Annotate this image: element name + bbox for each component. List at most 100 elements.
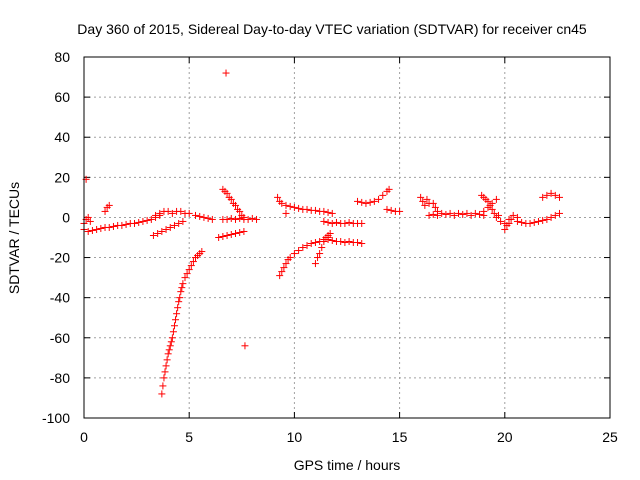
data-point xyxy=(362,199,370,207)
data-point xyxy=(467,211,475,219)
chart-title: Day 360 of 2015, Sidereal Day-to-day VTE… xyxy=(77,21,587,37)
data-point xyxy=(438,209,446,217)
data-point xyxy=(163,356,171,364)
data-point xyxy=(173,310,181,318)
data-point xyxy=(311,260,319,268)
data-point xyxy=(539,216,547,224)
data-point xyxy=(505,219,513,227)
data-point xyxy=(429,199,437,207)
data-point xyxy=(227,214,235,222)
y-tick-label: 20 xyxy=(54,169,70,185)
data-point xyxy=(164,207,172,215)
data-point xyxy=(170,221,178,229)
data-point xyxy=(200,213,208,221)
data-point xyxy=(97,224,105,232)
data-point xyxy=(223,231,231,239)
data-point xyxy=(274,193,282,201)
data-point xyxy=(320,217,328,225)
data-point xyxy=(168,209,176,217)
y-tick-label: 40 xyxy=(54,129,70,145)
data-point xyxy=(324,218,332,226)
data-point xyxy=(324,208,332,216)
data-point xyxy=(227,230,235,238)
data-point xyxy=(177,207,185,215)
grid xyxy=(84,57,610,418)
data-point xyxy=(236,207,244,215)
data-point xyxy=(223,215,231,223)
data-point xyxy=(159,382,167,390)
data-point xyxy=(122,220,130,228)
data-point xyxy=(551,191,559,199)
data-points xyxy=(80,69,564,398)
data-point xyxy=(154,229,162,237)
data-point xyxy=(332,218,340,226)
data-point xyxy=(231,229,239,237)
y-tick-label: -100 xyxy=(42,410,70,426)
data-point xyxy=(278,268,286,276)
data-point xyxy=(227,195,235,203)
data-point xyxy=(175,298,183,306)
data-point xyxy=(253,215,261,223)
data-point xyxy=(450,211,458,219)
data-point xyxy=(156,209,164,217)
x-tick-label: 20 xyxy=(497,429,513,445)
data-point xyxy=(488,205,496,213)
data-point xyxy=(174,304,182,312)
x-tick-label: 25 xyxy=(602,429,618,445)
data-point xyxy=(316,250,324,258)
data-point xyxy=(494,211,502,219)
data-point xyxy=(328,237,336,245)
data-point xyxy=(236,228,244,236)
data-point xyxy=(490,209,498,217)
data-point xyxy=(375,195,383,203)
data-point xyxy=(539,193,547,201)
data-point xyxy=(168,334,176,342)
data-point xyxy=(236,214,244,222)
data-point xyxy=(177,288,185,296)
data-point xyxy=(345,218,353,226)
data-point xyxy=(463,209,471,217)
data-point xyxy=(556,193,564,201)
data-point xyxy=(105,201,113,209)
data-point xyxy=(170,322,178,330)
data-point xyxy=(241,342,249,350)
data-point xyxy=(379,191,387,199)
data-point xyxy=(387,206,395,214)
data-point xyxy=(547,189,555,197)
y-tick-label: -40 xyxy=(50,290,70,306)
data-point xyxy=(101,207,109,215)
data-point xyxy=(158,227,166,235)
data-point xyxy=(328,219,336,227)
data-point xyxy=(143,216,151,224)
data-point xyxy=(183,270,191,278)
data-point xyxy=(276,272,284,280)
data-point xyxy=(192,211,200,219)
data-point xyxy=(551,211,559,219)
data-point xyxy=(244,215,252,223)
data-point xyxy=(314,254,322,262)
data-point xyxy=(198,248,206,256)
data-point xyxy=(84,227,92,235)
data-point xyxy=(543,191,551,199)
data-point xyxy=(86,217,94,225)
data-point xyxy=(358,240,366,248)
data-point xyxy=(187,262,195,270)
data-point xyxy=(431,203,439,211)
data-point xyxy=(160,374,168,382)
data-point xyxy=(358,219,366,227)
data-point xyxy=(231,215,239,223)
x-tick-label: 5 xyxy=(185,429,193,445)
data-point xyxy=(181,274,189,282)
data-point xyxy=(299,244,307,252)
data-point xyxy=(476,210,484,218)
data-point xyxy=(497,217,505,225)
data-point xyxy=(446,209,454,217)
data-point xyxy=(534,217,542,225)
data-point xyxy=(307,240,315,248)
data-point xyxy=(139,217,147,225)
data-point xyxy=(354,239,362,247)
data-point xyxy=(84,213,92,221)
data-point xyxy=(172,316,180,324)
data-point xyxy=(513,217,521,225)
